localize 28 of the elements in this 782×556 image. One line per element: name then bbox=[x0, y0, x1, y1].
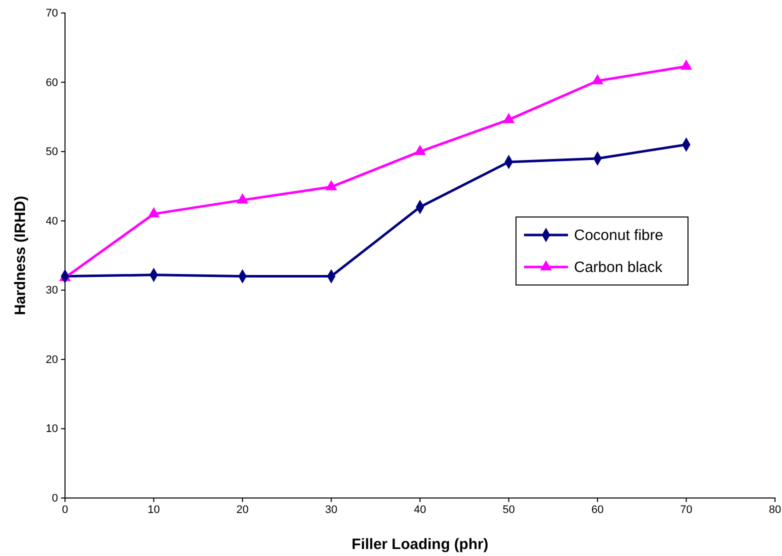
x-tick-label: 20 bbox=[236, 504, 249, 516]
x-tick-label: 10 bbox=[148, 504, 160, 516]
y-tick-label: 50 bbox=[46, 146, 58, 158]
x-tick-label: 40 bbox=[414, 504, 426, 516]
y-tick-label: 10 bbox=[46, 423, 58, 436]
legend-label: Coconut fibre bbox=[574, 227, 664, 244]
y-tick-label: 40 bbox=[46, 215, 58, 228]
x-tick-label: 50 bbox=[502, 504, 515, 516]
x-tick-label: 80 bbox=[768, 504, 782, 516]
y-tick-label: 30 bbox=[46, 284, 58, 297]
point bbox=[502, 112, 515, 124]
x-tick-label: 70 bbox=[680, 504, 692, 516]
x-tick-label: 0 bbox=[62, 504, 68, 516]
point bbox=[148, 207, 160, 218]
y-tick-label: 0 bbox=[52, 492, 58, 505]
x-axis-title: Filler Loading (phr) bbox=[352, 536, 488, 553]
y-tick-label: 20 bbox=[46, 354, 58, 366]
point bbox=[592, 74, 604, 84]
y-tick-label: 70 bbox=[46, 8, 58, 20]
legend-label: Carbon black bbox=[574, 259, 663, 276]
point bbox=[236, 193, 248, 204]
x-tick-label: 30 bbox=[325, 504, 338, 516]
y-tick-label: 60 bbox=[46, 76, 58, 89]
y-axis-title: Hardness (IRHD) bbox=[12, 196, 29, 316]
point bbox=[414, 144, 426, 155]
point bbox=[680, 60, 692, 70]
x-tick-label: 60 bbox=[591, 504, 604, 516]
point bbox=[325, 180, 338, 190]
